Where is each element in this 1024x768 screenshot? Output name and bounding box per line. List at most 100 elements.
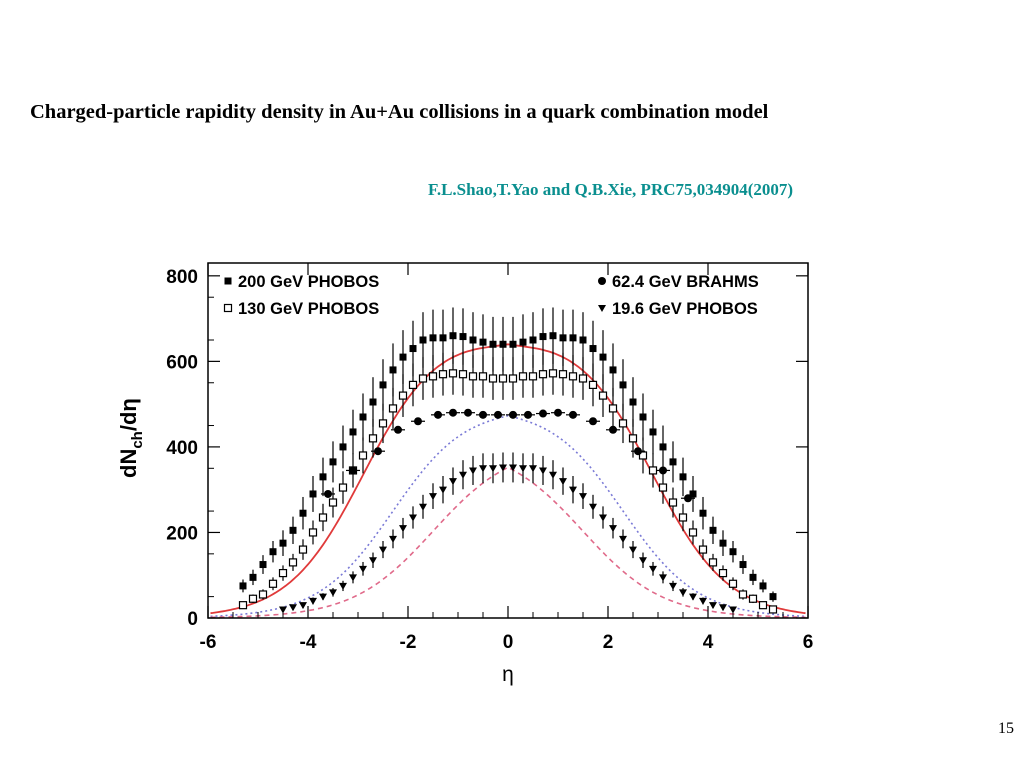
data-point (309, 490, 317, 498)
model-curves (210, 343, 806, 619)
y-tick-label: 0 (187, 609, 198, 630)
data-point (309, 597, 317, 605)
data-point (349, 466, 357, 475)
data-point (399, 525, 407, 533)
data-point (374, 447, 382, 456)
page-number: 15 (998, 720, 1014, 737)
data-point (738, 590, 748, 599)
data-point (324, 489, 332, 498)
x-tick-label: 6 (803, 632, 814, 653)
data-point (559, 478, 567, 486)
data-point (659, 466, 667, 475)
data-point (539, 467, 547, 475)
data-point (649, 565, 657, 573)
chart-axes: -6 -4 -2 0 2 4 6 0 200 400 600 800 η dNch/dη (116, 262, 814, 686)
data-point (699, 597, 707, 605)
data-point (439, 334, 447, 342)
data-point (619, 381, 627, 389)
data-point (588, 380, 598, 389)
data-point (629, 398, 637, 406)
data-point (388, 404, 398, 413)
data-point (648, 466, 658, 475)
data-point (269, 548, 277, 556)
data-point (389, 366, 397, 374)
data-point (634, 447, 642, 456)
series-0 (239, 307, 777, 602)
data-point (509, 410, 517, 419)
x-tick-label: -6 (200, 632, 217, 653)
data-point (259, 561, 267, 569)
data-point (449, 478, 457, 486)
data-point (658, 483, 668, 492)
data-point (464, 408, 472, 417)
data-point (429, 334, 437, 342)
data-point (709, 526, 717, 534)
data-point (389, 535, 397, 543)
data-point (759, 582, 767, 590)
data-point (619, 535, 627, 543)
data-point (378, 419, 388, 428)
data-point (709, 602, 717, 610)
data-point (379, 546, 387, 554)
data-point (549, 332, 557, 340)
y-tick-label: 800 (166, 267, 198, 288)
data-point (289, 604, 297, 612)
data-point (434, 410, 442, 419)
y-tick-label: 200 (166, 523, 198, 544)
data-point (739, 561, 747, 569)
data-point (339, 582, 347, 590)
data-point (538, 370, 548, 379)
data-point (729, 548, 737, 556)
data-point (398, 391, 408, 400)
data-point (509, 464, 517, 472)
citation-reference: F.L.Shao,T.Yao and Q.B.Xie, PRC75,034904… (428, 180, 794, 199)
data-point (418, 374, 428, 383)
data-point (519, 465, 527, 473)
data-point (479, 410, 487, 419)
data-point (608, 404, 618, 413)
data-point (649, 428, 657, 436)
data-point (679, 589, 687, 597)
x-tick-label: -2 (400, 632, 417, 653)
data-point (719, 539, 727, 547)
data-point (679, 473, 687, 481)
legend-entry: 200 GeV PHOBOS (224, 273, 379, 291)
data-point (479, 338, 487, 346)
data-point (448, 369, 458, 378)
data-point (578, 374, 588, 383)
data-point (629, 546, 637, 554)
data-point (589, 345, 597, 353)
legend-marker (598, 305, 606, 312)
x-tick-label: 2 (603, 632, 614, 653)
data-point (589, 417, 597, 426)
data-point (659, 443, 667, 451)
legend-entry: 19.6 GeV PHOBOS (598, 300, 758, 318)
legend-label: 200 GeV PHOBOS (238, 273, 379, 291)
data-point (248, 594, 258, 603)
data-points (238, 307, 778, 614)
data-point (668, 498, 678, 507)
data-point (429, 493, 437, 501)
data-point (409, 345, 417, 353)
data-point (469, 467, 477, 475)
data-point (449, 408, 457, 417)
series-3 (279, 452, 737, 614)
data-point (318, 513, 328, 522)
data-point (369, 398, 377, 406)
data-point (529, 465, 537, 473)
data-point (749, 573, 757, 581)
data-point (328, 498, 338, 507)
data-point (359, 565, 367, 573)
data-point (319, 593, 327, 601)
data-point (699, 509, 707, 517)
data-point (598, 391, 608, 400)
data-point (239, 582, 247, 590)
x-tick-label: 4 (703, 632, 714, 653)
x-axis-label: η (502, 663, 514, 686)
data-point (459, 333, 467, 341)
data-point (278, 568, 288, 578)
data-point (438, 370, 448, 379)
data-point (728, 579, 738, 588)
data-point (659, 574, 667, 582)
